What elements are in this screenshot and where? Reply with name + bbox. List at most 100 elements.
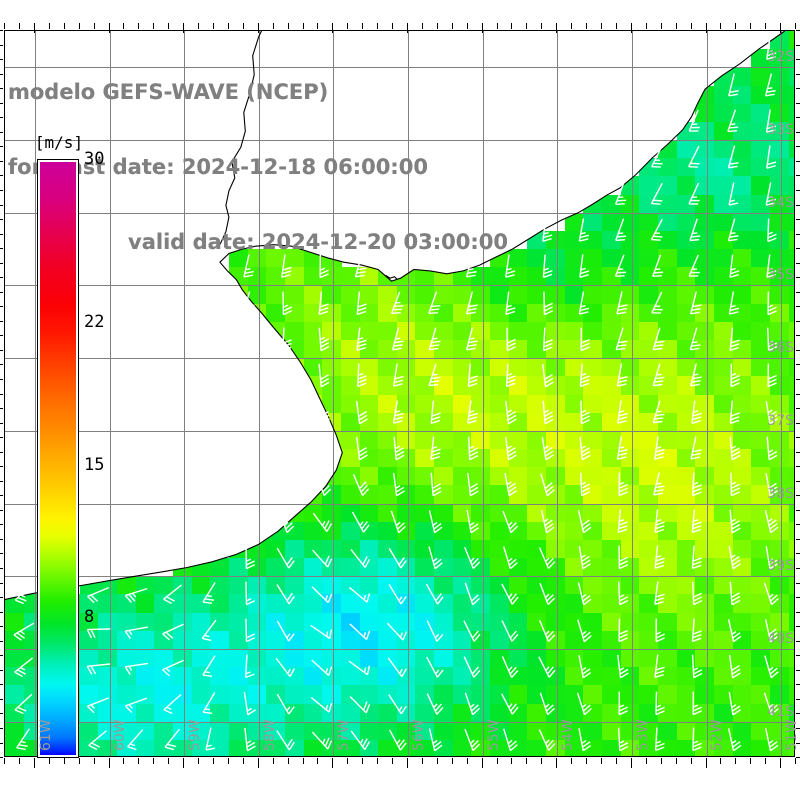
grid-cell (788, 503, 794, 523)
wind-barb (234, 616, 261, 647)
axis-tick (0, 146, 3, 148)
grid-cell (471, 667, 491, 687)
grid-cell (788, 31, 794, 50)
grid-cell (471, 648, 491, 668)
wind-barb (153, 720, 192, 756)
grid-cell (415, 630, 435, 650)
axis-tick (796, 379, 800, 380)
axis-tick (796, 611, 800, 613)
wind-barb (343, 249, 376, 285)
axis-tick (0, 640, 3, 642)
wind-barb (491, 648, 527, 686)
wind-barb (528, 612, 564, 650)
grid-cell (639, 667, 659, 687)
wind-barb (754, 504, 786, 539)
grid-cell (676, 721, 697, 741)
wind-barb (605, 432, 636, 466)
grid-cell (284, 739, 305, 756)
wind-barb (234, 434, 261, 465)
wind-barb (681, 396, 710, 429)
grid-cell (266, 667, 286, 687)
wind-barb (232, 359, 262, 393)
wind-barb (382, 396, 413, 430)
grid-cell (546, 630, 566, 650)
axis-tick (796, 30, 800, 31)
axis-tick (796, 466, 800, 468)
wind-barb (568, 541, 598, 575)
wind-barb (494, 396, 523, 429)
wind-barb (568, 214, 599, 248)
axis-tick (33, 758, 35, 768)
grid-cell (284, 630, 305, 650)
grid-cell (602, 648, 622, 668)
wind-barb (379, 285, 414, 322)
axis-tick (302, 758, 304, 764)
wind-barb (191, 684, 229, 723)
axis-tick (392, 758, 393, 764)
axis-tick (287, 758, 289, 764)
grid-cell (657, 612, 678, 632)
axis-tick (705, 758, 707, 768)
axis-tick (4, 758, 5, 764)
grid-cell (788, 321, 794, 341)
wind-barb (302, 612, 341, 650)
axis-tick (0, 262, 3, 264)
grid-cell (769, 630, 790, 650)
axis-tick (0, 553, 3, 555)
wind-barb (416, 612, 452, 650)
axis-tick (735, 23, 737, 29)
grid-cell (135, 667, 156, 687)
axis-tick (0, 44, 3, 46)
axis-tick (675, 758, 677, 764)
axis-tick (796, 684, 800, 686)
grid-cell (116, 685, 137, 705)
wind-barb (455, 286, 488, 321)
grid-cell (788, 376, 794, 396)
axis-tick (630, 758, 632, 768)
axis-tick (332, 758, 334, 768)
grid-cell (657, 648, 678, 668)
wind-barb (682, 470, 709, 501)
axis-tick (0, 175, 3, 177)
wind-barb (270, 251, 300, 284)
grid-cell (172, 685, 193, 705)
axis-tick (0, 742, 3, 744)
axis-tick (183, 758, 185, 768)
axis-tick (0, 509, 3, 511)
grid-cell (639, 612, 659, 632)
axis-tick (526, 758, 528, 764)
grid-cell (508, 685, 529, 705)
grid-cell (508, 721, 529, 741)
wind-barb (528, 539, 564, 577)
axis-tick (0, 277, 3, 279)
colorbar-tick-label: 8 (84, 607, 95, 628)
grid-cell (546, 648, 566, 668)
wind-barb (531, 432, 561, 466)
axis-tick (615, 758, 617, 764)
wind-barb (154, 649, 192, 685)
grid-cell (788, 449, 794, 468)
axis-tick (407, 23, 408, 33)
grid-cell (713, 685, 734, 705)
grid-cell (5, 721, 25, 741)
axis-tick (796, 437, 800, 439)
axis-tick (451, 758, 453, 764)
grid-cell (527, 630, 547, 650)
wind-barb (380, 503, 414, 540)
grid-cell (116, 648, 137, 668)
axis-tick (0, 233, 3, 235)
grid-cell (396, 685, 417, 705)
grid-cell (303, 667, 323, 687)
grid-cell (527, 703, 547, 723)
grid-cell (228, 648, 249, 668)
grid-cell (210, 685, 230, 705)
axis-tick (347, 758, 349, 764)
axis-tick (796, 640, 800, 642)
wind-barb (153, 684, 193, 723)
wind-barb (266, 684, 304, 723)
grid-cell (788, 394, 794, 414)
grid-cell (210, 630, 230, 650)
axis-tick (198, 23, 199, 29)
grid-cell (602, 612, 622, 632)
grid-cell (98, 667, 118, 687)
